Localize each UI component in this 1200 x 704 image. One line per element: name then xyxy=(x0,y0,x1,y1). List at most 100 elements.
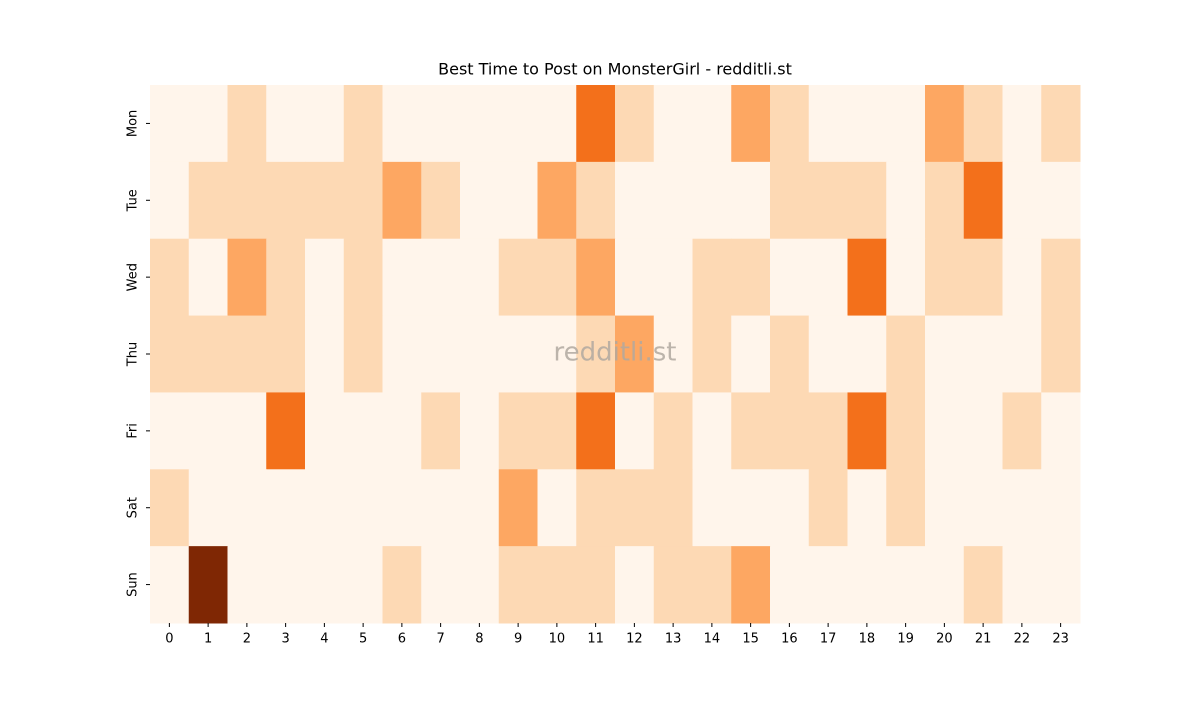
heatmap-cell xyxy=(576,469,616,547)
heatmap-cell xyxy=(305,238,345,317)
heatmap-cell xyxy=(382,161,422,240)
heatmap-cell xyxy=(498,469,538,547)
x-tick-label: 15 xyxy=(742,632,759,647)
heatmap-cell xyxy=(498,315,538,393)
heatmap-cell xyxy=(692,315,732,393)
x-tick-label: 11 xyxy=(587,632,604,647)
heatmap-cell xyxy=(343,546,383,624)
heatmap-cell xyxy=(382,85,422,163)
heatmap-cell xyxy=(266,392,306,470)
heatmap-cell xyxy=(731,161,771,240)
heatmap-cell xyxy=(382,469,422,547)
heatmap-cell xyxy=(1002,392,1042,470)
heatmap-cell xyxy=(886,392,926,470)
y-tick-label: Sun xyxy=(126,572,141,597)
heatmap-cell xyxy=(1002,238,1042,317)
y-tick-label: Mon xyxy=(126,110,141,137)
heatmap-cell xyxy=(188,161,228,240)
heatmap-cell xyxy=(847,315,887,393)
heatmap-cell xyxy=(305,85,345,163)
heatmap-cell xyxy=(1002,469,1042,547)
x-tick-label: 0 xyxy=(165,632,173,647)
heatmap-cell xyxy=(150,546,190,624)
x-tick-label: 4 xyxy=(320,632,328,647)
heatmap-cell xyxy=(150,161,190,240)
heatmap-cell xyxy=(808,85,848,163)
heatmap-cell xyxy=(615,238,655,317)
heatmap-cell xyxy=(692,85,732,163)
heatmap-cell xyxy=(925,315,965,393)
heatmap-cell xyxy=(188,392,228,470)
heatmap-cell xyxy=(343,238,383,317)
heatmap-cell xyxy=(925,546,965,624)
heatmap-cell xyxy=(847,238,887,317)
heatmap-cell xyxy=(421,85,461,163)
heatmap-cell xyxy=(770,238,810,317)
heatmap-cell xyxy=(653,392,693,470)
heatmap-cell xyxy=(266,469,306,547)
heatmap-cell xyxy=(925,85,965,163)
x-tick-label: 18 xyxy=(859,632,876,647)
heatmap-cell xyxy=(847,546,887,624)
heatmap-cell xyxy=(963,546,1003,624)
heatmap-cell xyxy=(498,161,538,240)
heatmap-cell xyxy=(460,161,500,240)
heatmap-cell xyxy=(886,238,926,317)
heatmap-cell xyxy=(692,238,732,317)
heatmap-cell xyxy=(460,546,500,624)
heatmap-cell xyxy=(576,315,616,393)
heatmap-cell xyxy=(925,161,965,240)
heatmap-cell xyxy=(1002,546,1042,624)
heatmap-cell xyxy=(847,161,887,240)
heatmap-cell xyxy=(537,315,577,393)
x-tick-label: 13 xyxy=(665,632,682,647)
heatmap-cell xyxy=(770,546,810,624)
heatmap-cell xyxy=(188,238,228,317)
heatmap-cell xyxy=(460,238,500,317)
heatmap-cell xyxy=(1041,161,1081,240)
heatmap-cell xyxy=(615,469,655,547)
x-tick-label: 10 xyxy=(549,632,566,647)
x-tick-label: 21 xyxy=(975,632,992,647)
heatmap-cell xyxy=(615,546,655,624)
heatmap-cell xyxy=(576,546,616,624)
heatmap-cell xyxy=(808,469,848,547)
heatmap-cell xyxy=(731,238,771,317)
heatmap-cell xyxy=(692,546,732,624)
heatmap-cell xyxy=(886,546,926,624)
heatmap-cell xyxy=(537,546,577,624)
heatmap-cell xyxy=(770,161,810,240)
heatmap-cell xyxy=(537,161,577,240)
heatmap-cell xyxy=(421,392,461,470)
heatmap-cell xyxy=(963,85,1003,163)
heatmap-cell xyxy=(653,238,693,317)
x-tick-label: 14 xyxy=(704,632,721,647)
heatmap-cell xyxy=(653,469,693,547)
heatmap-cell xyxy=(808,238,848,317)
x-tick-label: 22 xyxy=(1014,632,1031,647)
heatmap-cell xyxy=(576,161,616,240)
heatmap-cell xyxy=(1002,315,1042,393)
heatmap-cell xyxy=(576,85,616,163)
heatmap-cell xyxy=(731,315,771,393)
heatmap-cell xyxy=(266,161,306,240)
heatmap-cell xyxy=(963,469,1003,547)
heatmap-cell xyxy=(615,161,655,240)
heatmap-cell xyxy=(305,469,345,547)
heatmap-cell xyxy=(1002,161,1042,240)
x-tick-label: 3 xyxy=(281,632,289,647)
heatmap-cell xyxy=(460,315,500,393)
heatmap-cell xyxy=(615,392,655,470)
x-tick-label: 16 xyxy=(781,632,798,647)
heatmap-cell xyxy=(305,161,345,240)
heatmap-cell xyxy=(227,392,267,470)
heatmap-cell xyxy=(537,85,577,163)
heatmap-cell xyxy=(498,238,538,317)
heatmap-cell xyxy=(692,469,732,547)
heatmap-cell xyxy=(421,315,461,393)
x-tick-label: 19 xyxy=(897,632,914,647)
heatmap-cell xyxy=(808,546,848,624)
heatmap-cell xyxy=(847,469,887,547)
heatmap-cell xyxy=(770,469,810,547)
